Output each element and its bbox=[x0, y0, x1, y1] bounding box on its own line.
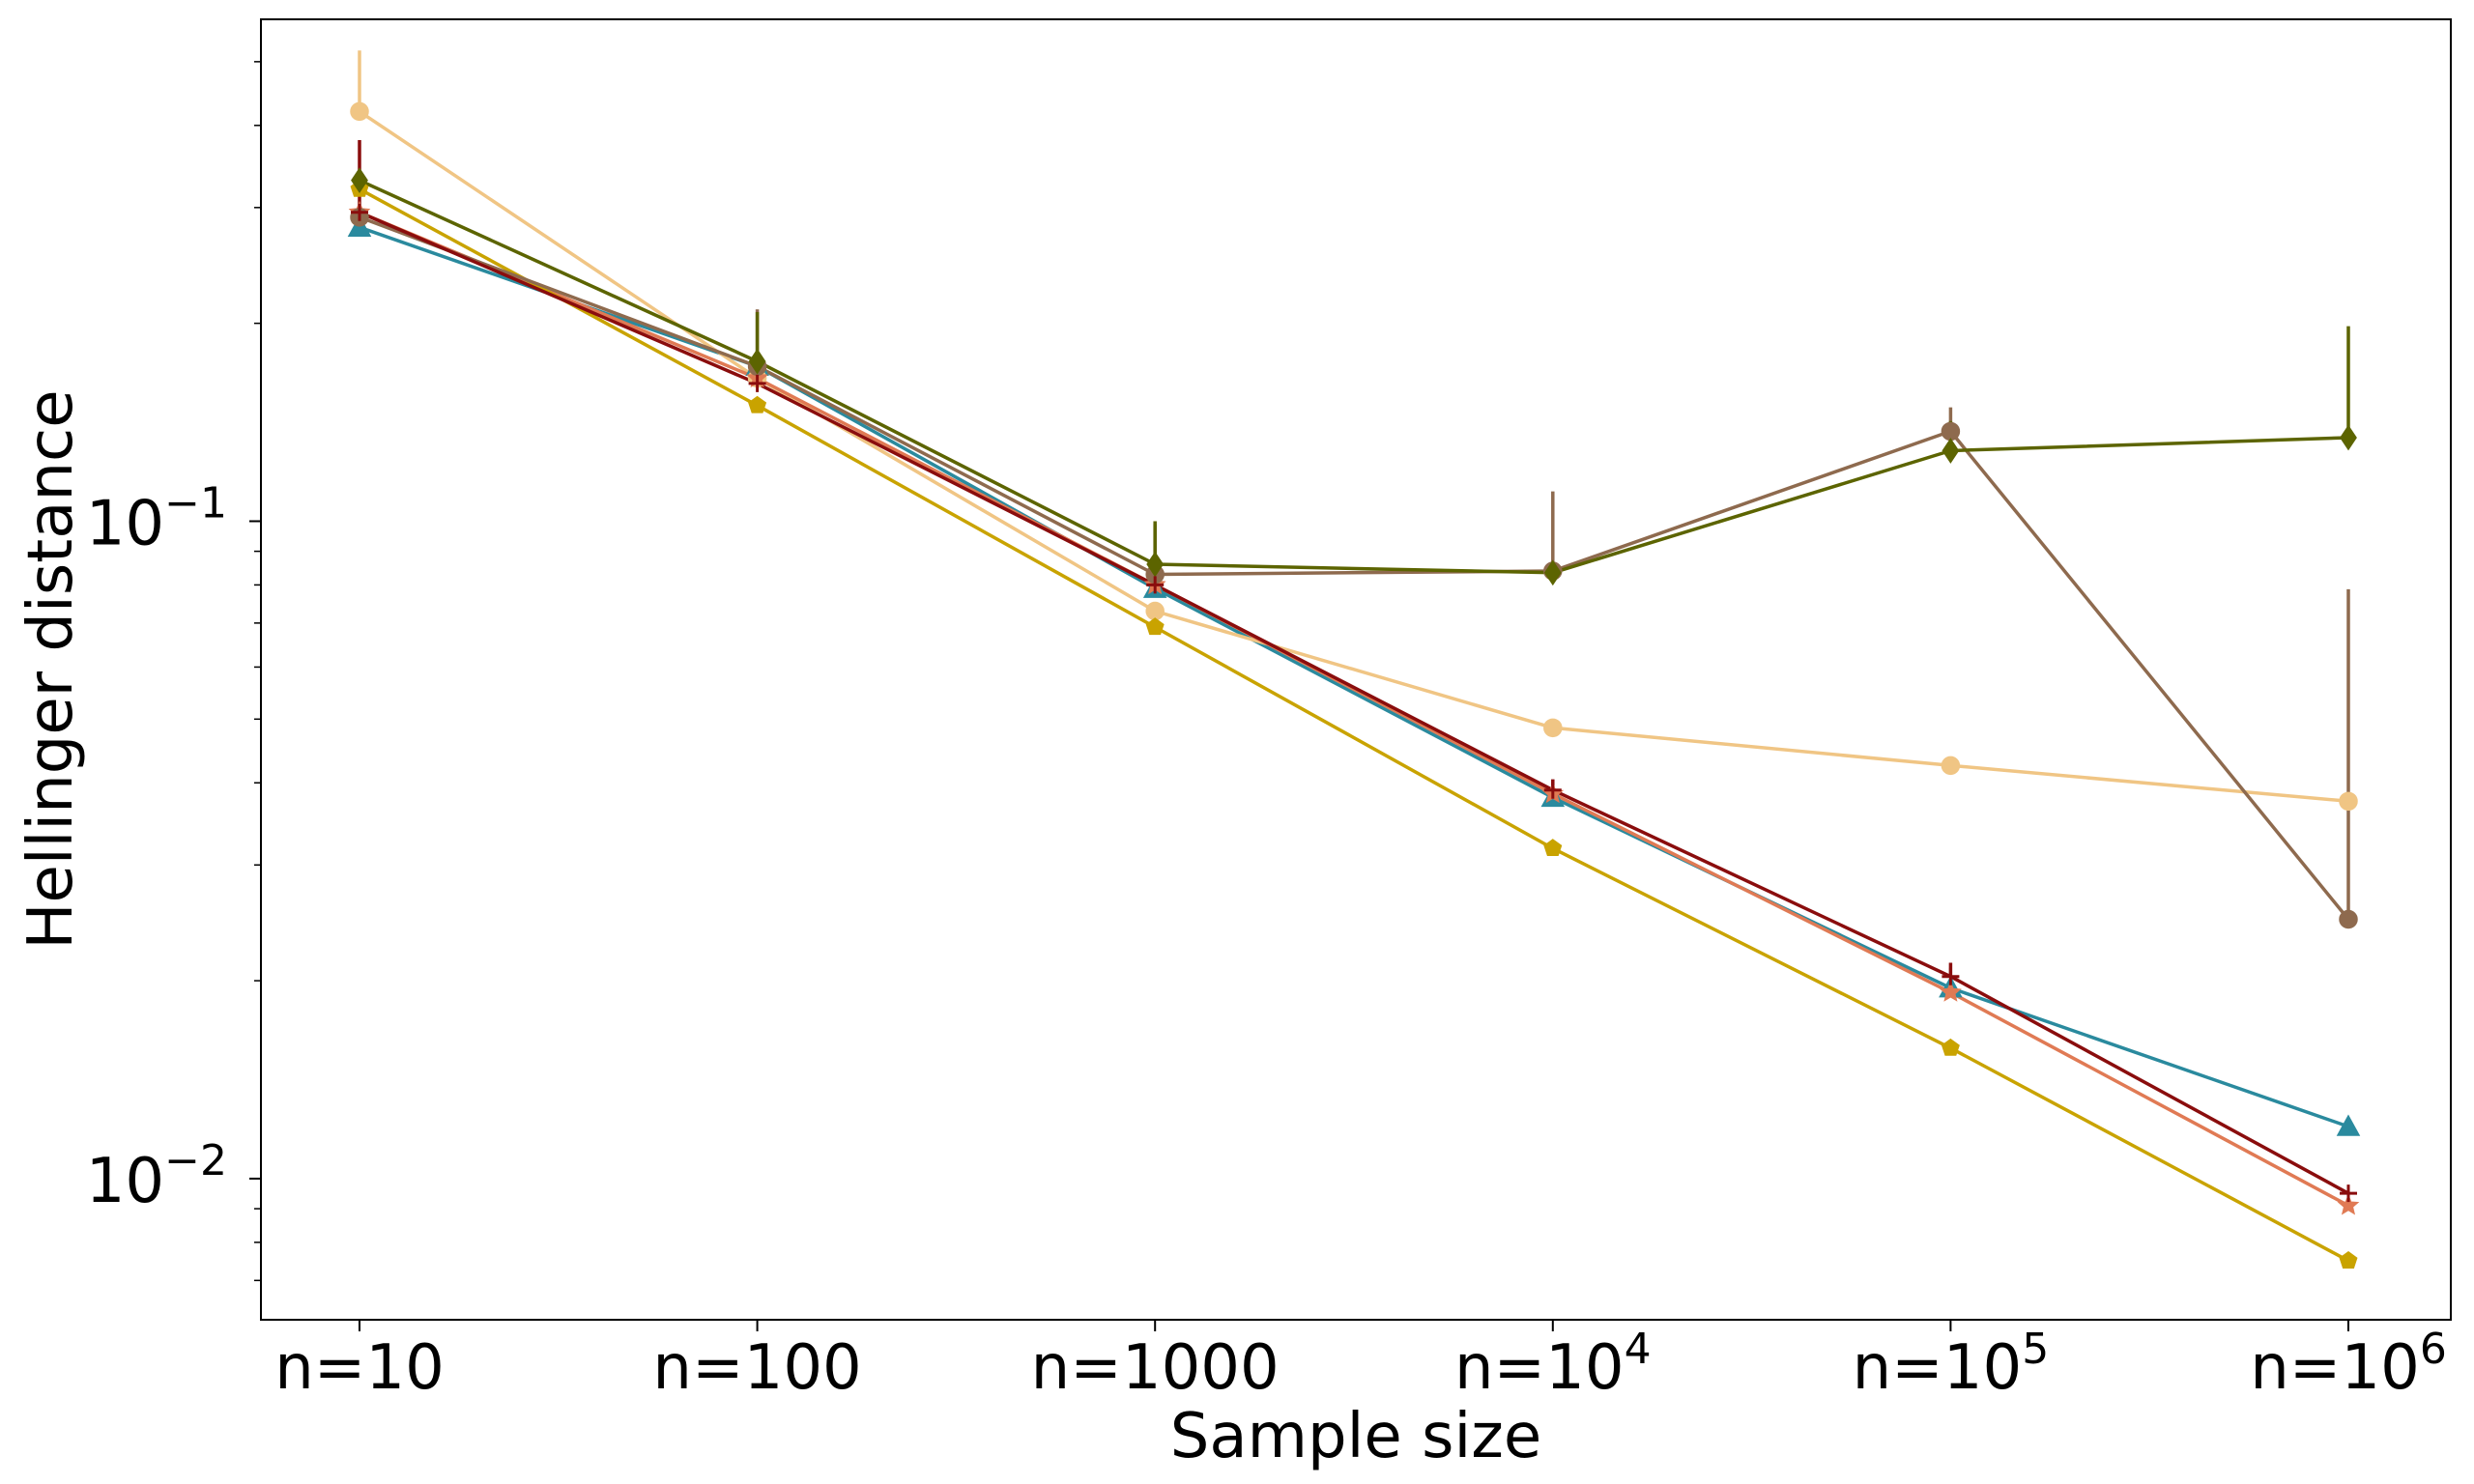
x-tick-label-base: n=10 bbox=[1853, 1332, 2023, 1404]
data-point bbox=[2340, 1184, 2357, 1203]
data-point bbox=[351, 167, 368, 194]
data-point bbox=[1941, 756, 1961, 776]
data-point bbox=[2336, 1114, 2361, 1136]
data-point bbox=[1942, 967, 1960, 985]
series-line bbox=[359, 211, 2349, 1195]
y-tick-label: 10−1 bbox=[86, 478, 227, 559]
data-point bbox=[1146, 551, 1165, 578]
data-point bbox=[1941, 421, 1961, 442]
data-point bbox=[1942, 438, 1960, 464]
data-point bbox=[1145, 617, 1165, 636]
data-point bbox=[1543, 718, 1563, 738]
data-point bbox=[748, 395, 767, 414]
data-point bbox=[1543, 839, 1563, 857]
x-tick-label: n=10 bbox=[274, 1332, 445, 1404]
data-point bbox=[2339, 1250, 2358, 1269]
series-line bbox=[359, 187, 2349, 1263]
data-point bbox=[1543, 781, 1562, 799]
x-tick-label-exponent: 6 bbox=[2420, 1325, 2447, 1374]
y-tick-label-base: 10 bbox=[86, 1146, 164, 1217]
x-tick-label: n=1000 bbox=[1031, 1332, 1280, 1404]
x-tick-label: n=100 bbox=[652, 1332, 861, 1404]
data-point bbox=[2339, 909, 2358, 929]
data-point bbox=[748, 348, 766, 375]
x-tick-label-exponent: 5 bbox=[2022, 1325, 2049, 1374]
data-point bbox=[2340, 424, 2357, 451]
x-tick-label-base: n=10 bbox=[1454, 1332, 1625, 1404]
x-tick-label-base: n=10 bbox=[2250, 1332, 2420, 1404]
data-point bbox=[1145, 601, 1165, 621]
x-tick-label: n=106 bbox=[2250, 1325, 2447, 1404]
data-point bbox=[748, 374, 766, 392]
data-point bbox=[2339, 791, 2358, 812]
x-tick-label-base: n=100 bbox=[652, 1332, 861, 1404]
data-point bbox=[1146, 576, 1165, 594]
series-line bbox=[359, 179, 2349, 575]
marker-layer bbox=[347, 101, 2361, 1269]
series-layer bbox=[358, 50, 2350, 1263]
series-line bbox=[359, 225, 2349, 1128]
y-tick-label-base: 10 bbox=[86, 488, 164, 559]
plot-frame bbox=[260, 18, 2452, 1321]
data-point bbox=[2337, 1193, 2360, 1215]
series-line bbox=[359, 109, 2349, 804]
data-point bbox=[351, 203, 368, 221]
x-tick-label: n=105 bbox=[1853, 1325, 2050, 1404]
data-point bbox=[1941, 1038, 1960, 1056]
series-line bbox=[359, 211, 2349, 1208]
data-point bbox=[1543, 559, 1562, 586]
x-tick-label: n=104 bbox=[1454, 1325, 1652, 1404]
y-tick-label-exponent: −1 bbox=[164, 478, 227, 528]
x-tick-label-base: n=10 bbox=[274, 1332, 445, 1404]
series-line bbox=[359, 215, 2350, 921]
data-point bbox=[1940, 981, 1962, 1002]
x-axis-title: Sample size bbox=[1170, 1401, 1541, 1472]
x-tick-label-exponent: 4 bbox=[1625, 1325, 1652, 1374]
y-tick-label-exponent: −2 bbox=[164, 1136, 227, 1185]
y-axis-title: Hellinger distance bbox=[15, 389, 87, 949]
x-tick-label-base: n=1000 bbox=[1031, 1332, 1280, 1404]
y-tick-label: 10−2 bbox=[86, 1136, 227, 1217]
data-point bbox=[350, 101, 369, 122]
